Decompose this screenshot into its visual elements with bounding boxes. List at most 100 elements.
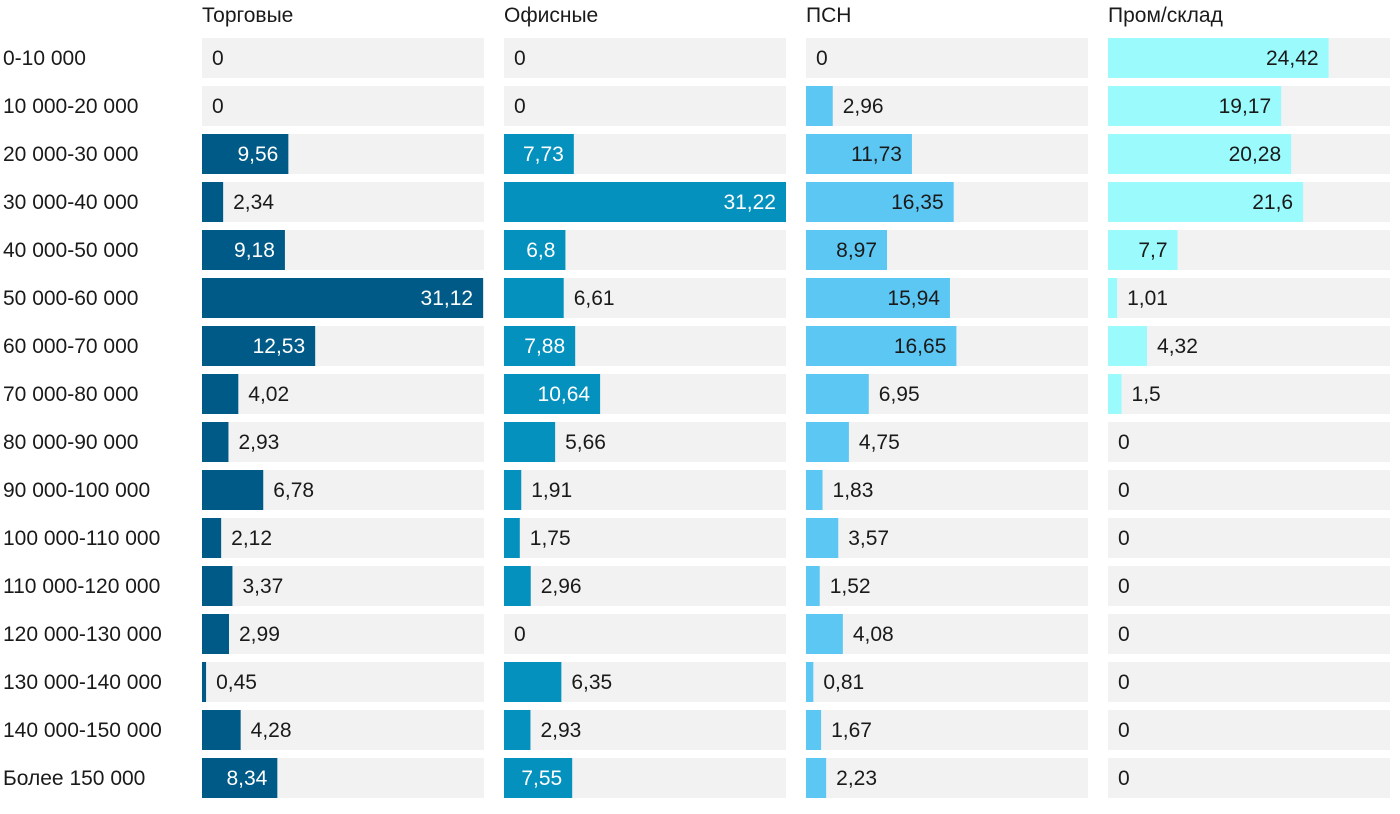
bar-track [1108,566,1390,606]
data-label: 1,01 [1127,287,1168,310]
bar-series-3 [806,278,950,318]
data-label: 1,67 [831,719,872,742]
data-label: 4,02 [248,383,289,406]
data-label: 7,55 [521,767,562,790]
data-label: 1,75 [530,527,571,550]
data-label: 2,93 [238,431,279,454]
data-label: 4,32 [1157,335,1198,358]
bar-series-1 [202,134,289,174]
data-label: 1,5 [1132,383,1161,406]
bar-series-4 [1108,374,1122,414]
data-label: 2,93 [540,719,581,742]
category-label: 90 000-100 000 [3,479,150,502]
data-label: 0 [212,95,224,118]
category-label: 120 000-130 000 [3,623,162,646]
bar-series-1 [202,278,484,318]
bar-series-4 [1108,326,1148,366]
bar-series-3 [806,710,822,750]
bar-track [504,518,786,558]
bar-series-3 [806,662,814,702]
bar-track [1108,278,1390,318]
data-label: 6,8 [526,239,555,262]
data-label: 7,7 [1138,239,1167,262]
bar-track [202,182,484,222]
data-label: 1,83 [833,479,874,502]
bar-series-2 [504,662,562,702]
bar-track [202,518,484,558]
bar-track [1108,422,1390,462]
data-label: 6,78 [273,479,314,502]
data-label: 0,81 [823,671,864,694]
bar-series-2 [504,230,566,270]
bar-series-1 [202,470,264,510]
bar-series-2 [504,134,574,174]
category-label: 80 000-90 000 [3,431,138,454]
bar-series-3 [806,134,912,174]
bar-series-1 [202,710,241,750]
data-label: 7,88 [524,335,565,358]
data-label: 0 [212,47,224,70]
bar-series-1 [202,614,230,654]
bar-series-1 [202,182,224,222]
category-label: Более 150 000 [3,767,145,790]
data-label: 6,95 [879,383,920,406]
bar-track [202,710,484,750]
data-label: 4,75 [859,431,900,454]
bar-series-3 [806,182,954,222]
data-label: 0,45 [216,671,257,694]
bar-track [806,758,1088,798]
bar-series-4 [1108,182,1304,222]
data-label: 16,35 [891,191,944,214]
data-label: 0 [816,47,828,70]
data-label: 31,12 [421,287,474,310]
bar-track [806,38,1088,78]
category-label: 130 000-140 000 [3,671,162,694]
series-2-header: Офисные [504,4,598,27]
category-label: 40 000-50 000 [3,239,138,262]
bar-series-4 [1108,38,1329,78]
data-label: 10,64 [538,383,591,406]
bar-series-1 [202,518,222,558]
data-label: 4,28 [251,719,292,742]
category-label: 100 000-110 000 [3,527,160,550]
data-label: 0 [1118,431,1130,454]
data-label: 2,96 [541,575,582,598]
bar-series-1 [202,662,207,702]
bar-series-2 [504,422,556,462]
bar-series-1 [202,374,239,414]
category-label: 70 000-80 000 [3,383,138,406]
bar-track [806,566,1088,606]
bar-series-1 [202,758,278,798]
bar-track [1108,470,1390,510]
bar-series-2 [504,518,520,558]
data-label: 2,23 [836,767,877,790]
bar-series-3 [806,758,827,798]
bar-series-4 [1108,278,1118,318]
data-label: 4,08 [853,623,894,646]
bar-track [806,710,1088,750]
bar-series-2 [504,182,786,222]
bar-track [1108,518,1390,558]
category-label: 0-10 000 [3,47,86,70]
bar-track [1108,326,1390,366]
bar-track [202,374,484,414]
data-label: 8,34 [226,767,267,790]
bar-series-2 [504,710,531,750]
data-label: 6,61 [574,287,615,310]
bar-series-1 [202,422,229,462]
bar-track [202,86,484,126]
bar-series-3 [806,86,833,126]
series-4-header: Пром/склад [1108,4,1223,27]
bar-track [202,38,484,78]
bar-series-2 [504,566,531,606]
data-label: 0 [1118,479,1130,502]
bar-series-1 [202,566,233,606]
data-label: 20,28 [1229,143,1282,166]
data-label: 9,18 [234,239,275,262]
bar-track [1108,758,1390,798]
category-label: 60 000-70 000 [3,335,138,358]
series-1-header: Торговые [202,4,293,27]
bar-track [806,470,1088,510]
bar-series-2 [504,326,576,366]
data-label: 9,56 [237,143,278,166]
